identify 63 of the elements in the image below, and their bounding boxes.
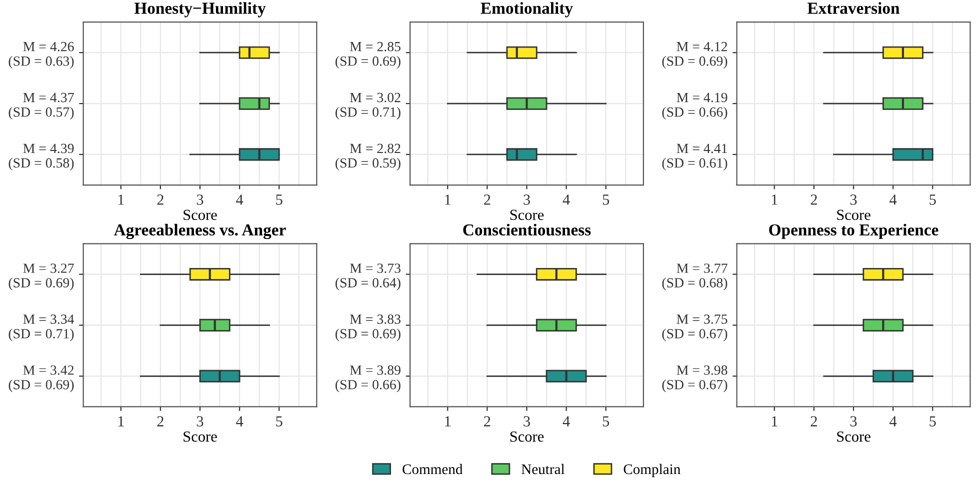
x-tick-label: 5	[930, 194, 936, 205]
chart-title: Openness to Experience	[769, 224, 938, 239]
x-tick-label: 5	[602, 416, 610, 426]
x-tick-label: 5	[602, 194, 610, 205]
legend-label: Neutral	[522, 464, 565, 474]
y-tick-label: M = 4.41 (SD = 0.61)	[662, 144, 728, 170]
x-tick-label: 1	[118, 194, 124, 205]
y-tick-label: M = 2.82 (SD = 0.59)	[336, 144, 400, 170]
x-axis-title: Score	[184, 431, 217, 442]
x-tick-label: 4	[236, 194, 244, 205]
x-tick-label: 4	[562, 194, 570, 205]
x-axis-title: Score	[510, 210, 544, 220]
y-tick-label: M = 3.02 (SD = 0.71)	[336, 92, 400, 120]
chart-title: Agreeableness vs. Anger	[114, 224, 286, 240]
x-tick-label: 2	[484, 416, 490, 426]
chart-title: Extraversion	[807, 2, 900, 14]
y-tick-label: M = 4.12 (SD = 0.69)	[662, 42, 728, 69]
y-tick-label: M = 3.34 (SD = 0.71)	[8, 314, 74, 342]
legend-label: Complain	[624, 464, 680, 478]
x-axis-title: Score	[837, 431, 870, 442]
x-axis-title: Score	[184, 210, 217, 220]
y-tick-label: M = 3.27 (SD = 0.69)	[8, 264, 74, 290]
y-tick-label: M = 3.89 (SD = 0.66)	[336, 365, 400, 392]
y-tick-label: M = 3.83 (SD = 0.69)	[336, 314, 400, 342]
y-tick-label: M = 4.19 (SD = 0.66)	[662, 92, 728, 120]
x-tick-label: 1	[772, 416, 778, 426]
x-tick-label: 3	[850, 416, 857, 426]
x-tick-label: 3	[196, 416, 204, 426]
chart-title: Honesty−Humility	[134, 2, 266, 18]
x-tick-label: 1	[445, 194, 451, 205]
x-tick-label: 4	[890, 194, 897, 205]
x-tick-label: 2	[484, 194, 490, 205]
x-tick-label: 2	[157, 194, 164, 205]
y-tick-label: M = 3.77 (SD = 0.68)	[662, 264, 728, 290]
chart-title: Emotionality	[480, 2, 573, 18]
chart-title: Conscientiousness	[463, 224, 591, 236]
y-tick-label: M = 3.75 (SD = 0.67)	[662, 314, 728, 342]
legend-label: Commend	[402, 464, 463, 474]
x-tick-label: 1	[772, 194, 778, 205]
x-tick-label: 1	[445, 416, 451, 426]
x-tick-label: 4	[890, 416, 897, 426]
x-tick-label: 5	[276, 416, 282, 426]
x-axis-title: Score	[837, 210, 870, 220]
y-tick-label: M = 3.42 (SD = 0.69)	[8, 365, 74, 392]
x-tick-label: 5	[276, 194, 282, 205]
y-tick-label: M = 2.85 (SD = 0.69)	[336, 42, 400, 69]
x-tick-label: 3	[850, 194, 857, 205]
x-tick-label: 4	[236, 416, 244, 426]
x-tick-label: 3	[524, 416, 530, 426]
y-tick-label: M = 4.26 (SD = 0.63)	[8, 42, 74, 69]
y-tick-label: M = 3.98 (SD = 0.67)	[662, 365, 728, 392]
x-axis-title: Score	[510, 431, 544, 442]
x-tick-label: 2	[157, 416, 164, 426]
x-tick-label: 2	[810, 194, 817, 205]
x-tick-label: 2	[810, 416, 817, 426]
x-tick-label: 3	[196, 194, 204, 205]
y-tick-label: M = 3.73 (SD = 0.64)	[336, 264, 400, 290]
y-tick-label: M = 4.39 (SD = 0.58)	[8, 144, 74, 170]
x-tick-label: 5	[930, 416, 936, 426]
x-tick-label: 1	[118, 416, 124, 426]
y-tick-label: M = 4.37 (SD = 0.57)	[8, 92, 74, 120]
x-tick-label: 3	[524, 194, 530, 205]
x-tick-label: 4	[562, 416, 570, 426]
